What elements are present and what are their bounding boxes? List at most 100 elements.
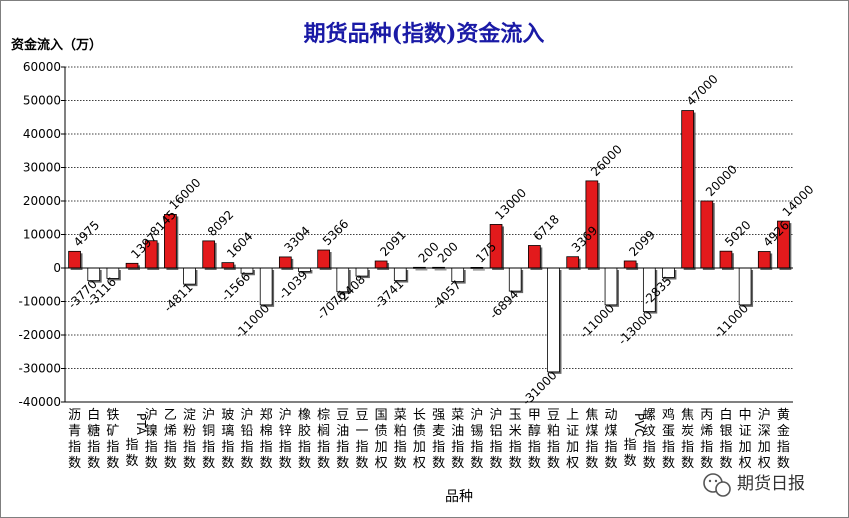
category-char: 证	[739, 424, 752, 439]
category-char: 数	[624, 454, 637, 469]
category-char: 指	[700, 440, 713, 455]
watermark: 期货日报	[703, 473, 805, 497]
bar	[700, 200, 714, 269]
category-latin-part: PVC	[632, 413, 646, 437]
category-char: 煤	[604, 424, 617, 439]
category-char: 指	[394, 440, 407, 455]
category-char: 数	[509, 456, 522, 471]
category-char: 油	[451, 424, 464, 439]
category-char: 数	[260, 456, 273, 471]
category-char: 指	[221, 440, 234, 455]
category-char: 长	[413, 408, 426, 423]
category-char: 数	[87, 456, 100, 471]
category-char: 指	[585, 440, 598, 455]
category-char: 淀	[183, 408, 196, 423]
category-char: 指	[106, 440, 119, 455]
category-char: 指	[164, 440, 177, 455]
category-label: PTA 指数	[126, 413, 149, 469]
bar	[317, 249, 330, 269]
category-char: 糖	[87, 423, 100, 439]
category-char: 螺	[643, 408, 656, 423]
category-char: 指	[662, 440, 675, 455]
category-char: 炭	[681, 424, 694, 439]
category-char: 数	[317, 456, 330, 471]
category-char: 菜	[394, 408, 407, 423]
category-char: 指	[336, 440, 349, 455]
category-char: 乙	[164, 408, 177, 423]
category-char: 白	[719, 407, 732, 423]
category-char: 指	[240, 440, 253, 455]
category-char: 数	[145, 456, 158, 471]
category-char: 菜	[451, 408, 464, 423]
category-char: 黄	[777, 408, 790, 423]
data-label: 47000	[684, 72, 721, 109]
category-char: 加	[375, 440, 388, 455]
category-char: 数	[68, 456, 81, 471]
data-label: 2091	[377, 228, 408, 259]
category-char: 数	[279, 456, 292, 471]
category-char: 数	[490, 456, 503, 471]
category-char: 锌	[279, 424, 292, 439]
data-label: 6718	[531, 212, 562, 243]
category-char: 数	[202, 456, 215, 471]
category-char: 指	[260, 440, 273, 455]
category-char: 指	[547, 440, 560, 455]
category-char: 数	[662, 456, 675, 471]
bars	[68, 110, 792, 374]
category-char: 数	[432, 456, 445, 471]
category-char: 数	[126, 454, 139, 469]
data-label: 8092	[205, 208, 236, 239]
category-char: 粉	[183, 424, 196, 439]
category-char: 上	[566, 408, 579, 423]
bar	[125, 262, 139, 269]
category-char: 指	[509, 440, 522, 455]
category-char: 指	[719, 440, 732, 455]
data-label: -4811	[161, 280, 196, 315]
category-char: 铅	[240, 424, 253, 439]
category-char: 指	[183, 440, 196, 455]
category-char: 加	[413, 440, 426, 455]
category-char: 沥	[68, 408, 81, 423]
y-tick-label: -10000	[18, 295, 61, 309]
bar	[566, 256, 580, 269]
category-char: 指	[87, 440, 100, 455]
category-char: 数	[700, 456, 713, 471]
data-label: -1039	[276, 268, 311, 303]
category-char: 加	[566, 440, 579, 455]
category-char: 锡	[470, 424, 483, 439]
category-char: 指	[68, 440, 81, 455]
bar	[604, 267, 618, 306]
category-char: 沪	[279, 407, 292, 423]
category-char: 数	[719, 456, 732, 471]
category-char: 镍	[145, 424, 158, 439]
data-label: 200	[435, 239, 461, 265]
category-char: 数	[183, 456, 196, 471]
category-char: 胶	[298, 423, 311, 439]
category-char: 指	[681, 440, 694, 455]
data-label: 20000	[703, 162, 740, 199]
category-char: 棕	[317, 408, 330, 423]
category-char: 玉	[509, 408, 522, 423]
category-char: 数	[221, 456, 234, 471]
category-char: 米	[509, 424, 522, 439]
category-char: 玻	[221, 408, 234, 423]
category-char: 数	[528, 456, 541, 471]
category-char: 数	[451, 456, 464, 471]
data-label: 5366	[320, 217, 351, 248]
category-char: 债	[413, 424, 426, 439]
bar	[259, 267, 273, 306]
